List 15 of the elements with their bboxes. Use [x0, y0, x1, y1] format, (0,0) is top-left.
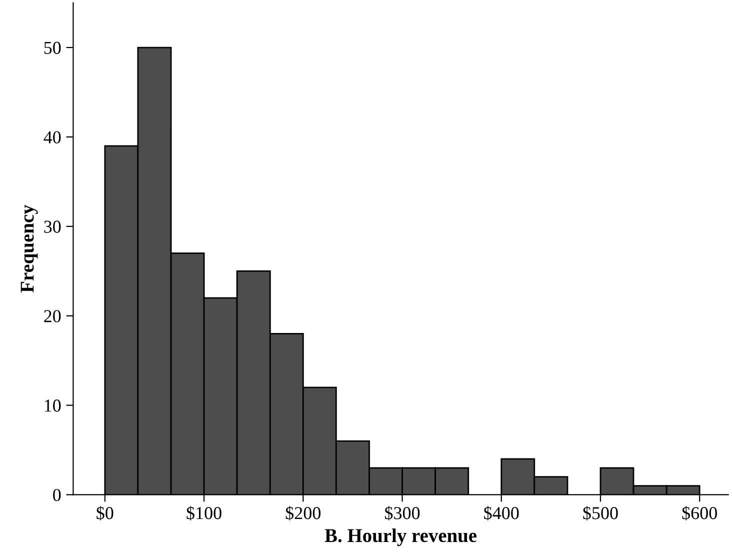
y-tick-label: 0	[53, 488, 61, 502]
y-tick-label: 10	[44, 400, 61, 412]
x-tick-label: $600	[682, 506, 717, 520]
y-tick-label: 50	[44, 42, 61, 54]
x-tick-label: $0	[96, 506, 114, 520]
x-tick-label: $100	[186, 506, 222, 520]
x-tick-label: $300	[384, 506, 420, 520]
y-tick-label: 30	[44, 220, 61, 233]
x-tick-label: $200	[286, 506, 321, 520]
x-tick-label: $400	[484, 506, 519, 520]
y-axis-title: Frequency	[20, 204, 38, 293]
y-tick-label: 40	[44, 131, 61, 144]
x-axis-title: B. Hourly revenue	[324, 528, 477, 546]
x-tick-label: $500	[583, 506, 618, 520]
y-tick-label: 20	[44, 310, 61, 322]
